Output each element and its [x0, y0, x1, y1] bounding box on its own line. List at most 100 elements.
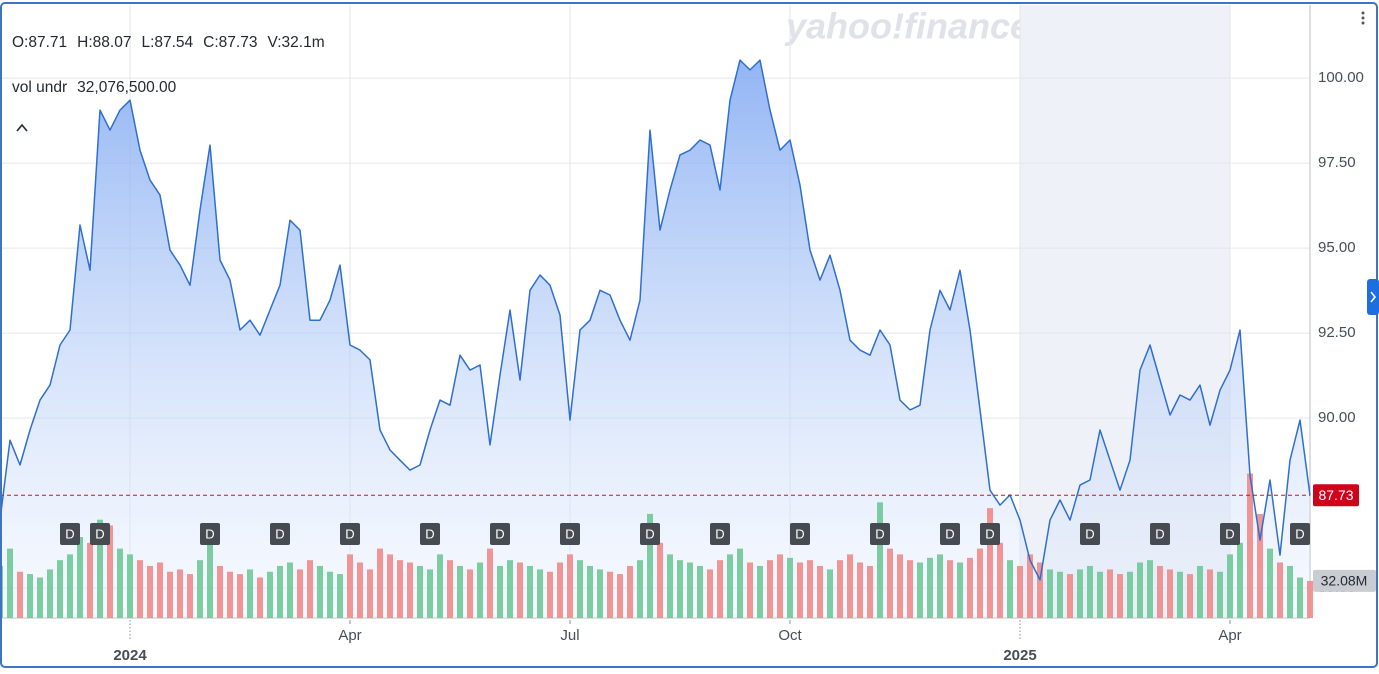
event-marker	[270, 523, 290, 545]
event-label[interactable]: D	[945, 526, 954, 541]
side-panel-tab[interactable]	[1367, 279, 1379, 315]
volume-bar	[727, 554, 733, 618]
volume-bar	[477, 562, 483, 618]
volume-bar	[1257, 513, 1263, 618]
volume-bar	[697, 565, 703, 618]
volume-bar	[717, 560, 723, 618]
event-label[interactable]: D	[795, 526, 804, 541]
volume-bar	[987, 508, 993, 618]
volume-bar	[857, 562, 863, 618]
event-marker	[1080, 523, 1100, 545]
volume-bar	[177, 569, 183, 618]
ohlc-item: H:88.07	[77, 34, 132, 51]
event-marker	[90, 523, 110, 545]
side-panel-chevron	[1370, 291, 1377, 303]
event-label[interactable]: D	[495, 526, 504, 541]
volume-bar	[647, 513, 653, 618]
volume-bar	[347, 554, 353, 618]
volume-bar	[297, 569, 303, 618]
event-marker	[340, 523, 360, 545]
event-label[interactable]: D	[715, 526, 724, 541]
event-label[interactable]: D	[65, 526, 74, 541]
ohlc-info: O:87.71 H:88.07 L:87.54 C:87.73 V:32.1m	[12, 34, 325, 52]
volume-bar	[447, 560, 453, 618]
volume-bar	[27, 574, 33, 618]
price-area	[0, 60, 1310, 619]
volume-bar	[377, 548, 383, 618]
volume-bar	[227, 571, 233, 618]
volume-bar	[1047, 569, 1053, 618]
event-label[interactable]: D	[1155, 526, 1164, 541]
y-tick-label: 90.00	[1318, 409, 1356, 426]
volume-bar	[1217, 571, 1223, 618]
event-marker	[420, 523, 440, 545]
volume-bar	[1147, 560, 1153, 618]
event-label[interactable]: D	[985, 526, 994, 541]
event-label[interactable]: D	[565, 526, 574, 541]
volume-bar	[847, 554, 853, 618]
volume-bar	[267, 571, 273, 618]
event-label[interactable]: D	[645, 526, 654, 541]
volume-bar	[977, 548, 983, 618]
volume-bar	[617, 574, 623, 618]
volume-bar	[147, 565, 153, 618]
volume-bar	[747, 562, 753, 618]
volume-bar	[737, 548, 743, 618]
volume-bar	[827, 569, 833, 618]
volume-bar	[537, 569, 543, 618]
volume-bar	[217, 565, 223, 618]
volume-bar	[1187, 574, 1193, 618]
event-label[interactable]: D	[1085, 526, 1094, 541]
event-label[interactable]: D	[875, 526, 884, 541]
volume-bar	[867, 565, 873, 618]
event-label[interactable]: D	[425, 526, 434, 541]
volume-bar	[1017, 565, 1023, 618]
volume-bar	[907, 560, 913, 618]
volume-bar	[607, 571, 613, 618]
volume-bar	[77, 537, 83, 618]
x-tick-label: Oct	[778, 627, 802, 644]
volume-bar	[507, 560, 513, 618]
volume-bar	[527, 565, 533, 618]
x-tick-label: 2024	[113, 647, 147, 664]
event-marker	[980, 523, 1000, 545]
volume-bar	[367, 569, 373, 618]
volume-bar	[1097, 571, 1103, 618]
menu-dots[interactable]	[1361, 11, 1365, 25]
volume-bar	[937, 554, 943, 618]
event-marker	[870, 523, 890, 545]
volume-bar	[667, 554, 673, 618]
last-price-tag	[1313, 484, 1359, 507]
volume-bar	[237, 574, 243, 618]
volume-bar	[947, 560, 953, 618]
volume-tag	[1313, 569, 1376, 592]
volume-bar	[387, 554, 393, 618]
volume-bar	[157, 562, 163, 618]
volume-bar	[87, 542, 93, 618]
event-label[interactable]: D	[205, 526, 214, 541]
volume-bar	[1157, 565, 1163, 618]
collapse-caret[interactable]	[16, 123, 28, 132]
volume-bar	[1007, 560, 1013, 618]
x-tick-label: Apr	[338, 627, 361, 644]
volume-bar	[1167, 569, 1173, 618]
event-label[interactable]: D	[1295, 526, 1304, 541]
volume-bar	[287, 562, 293, 618]
volume-bar	[7, 548, 13, 618]
event-marker	[640, 523, 660, 545]
volume-bar	[777, 554, 783, 618]
price-line	[0, 59, 1311, 581]
event-label[interactable]: D	[1225, 526, 1234, 541]
volume-bar	[1077, 569, 1083, 618]
volume-bar	[357, 562, 363, 618]
event-label[interactable]: D	[95, 526, 104, 541]
volume-bar	[277, 565, 283, 618]
ohlc-item: V:32.1m	[267, 34, 325, 51]
event-label[interactable]: D	[345, 526, 354, 541]
volume-bar	[197, 560, 203, 618]
ohlc-item: L:87.54	[141, 34, 194, 51]
event-label[interactable]: D	[275, 526, 284, 541]
y-tick-label: 92.50	[1318, 324, 1356, 341]
volume-bar	[517, 562, 523, 618]
volume-bar	[997, 542, 1003, 618]
